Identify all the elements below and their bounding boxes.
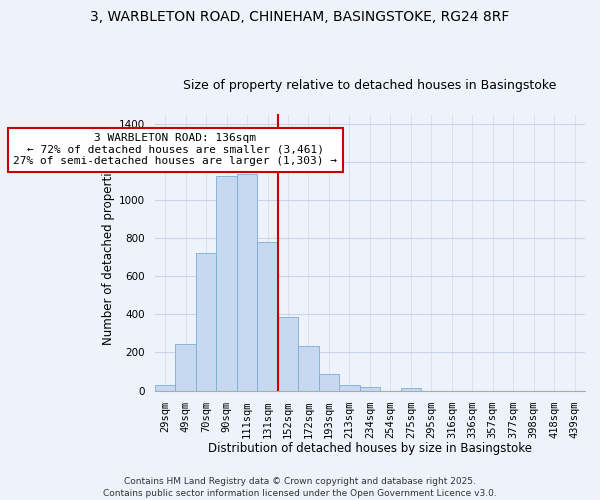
Text: 3 WARBLETON ROAD: 136sqm
← 72% of detached houses are smaller (3,461)
27% of sem: 3 WARBLETON ROAD: 136sqm ← 72% of detach… [13, 133, 337, 166]
Bar [237, 174, 257, 390]
Bar [298, 346, 319, 391]
Title: Size of property relative to detached houses in Basingstoke: Size of property relative to detached ho… [183, 79, 557, 92]
Bar [359, 387, 380, 390]
Bar [217, 176, 237, 390]
Bar [401, 388, 421, 390]
X-axis label: Distribution of detached houses by size in Basingstoke: Distribution of detached houses by size … [208, 442, 532, 455]
Y-axis label: Number of detached properties: Number of detached properties [102, 160, 115, 346]
Bar [278, 317, 298, 390]
Bar [257, 242, 278, 390]
Bar [155, 385, 175, 390]
Bar [319, 374, 339, 390]
Bar [196, 254, 217, 390]
Bar [339, 385, 359, 390]
Text: Contains HM Land Registry data © Crown copyright and database right 2025.
Contai: Contains HM Land Registry data © Crown c… [103, 476, 497, 498]
Text: 3, WARBLETON ROAD, CHINEHAM, BASINGSTOKE, RG24 8RF: 3, WARBLETON ROAD, CHINEHAM, BASINGSTOKE… [91, 10, 509, 24]
Bar [175, 344, 196, 391]
